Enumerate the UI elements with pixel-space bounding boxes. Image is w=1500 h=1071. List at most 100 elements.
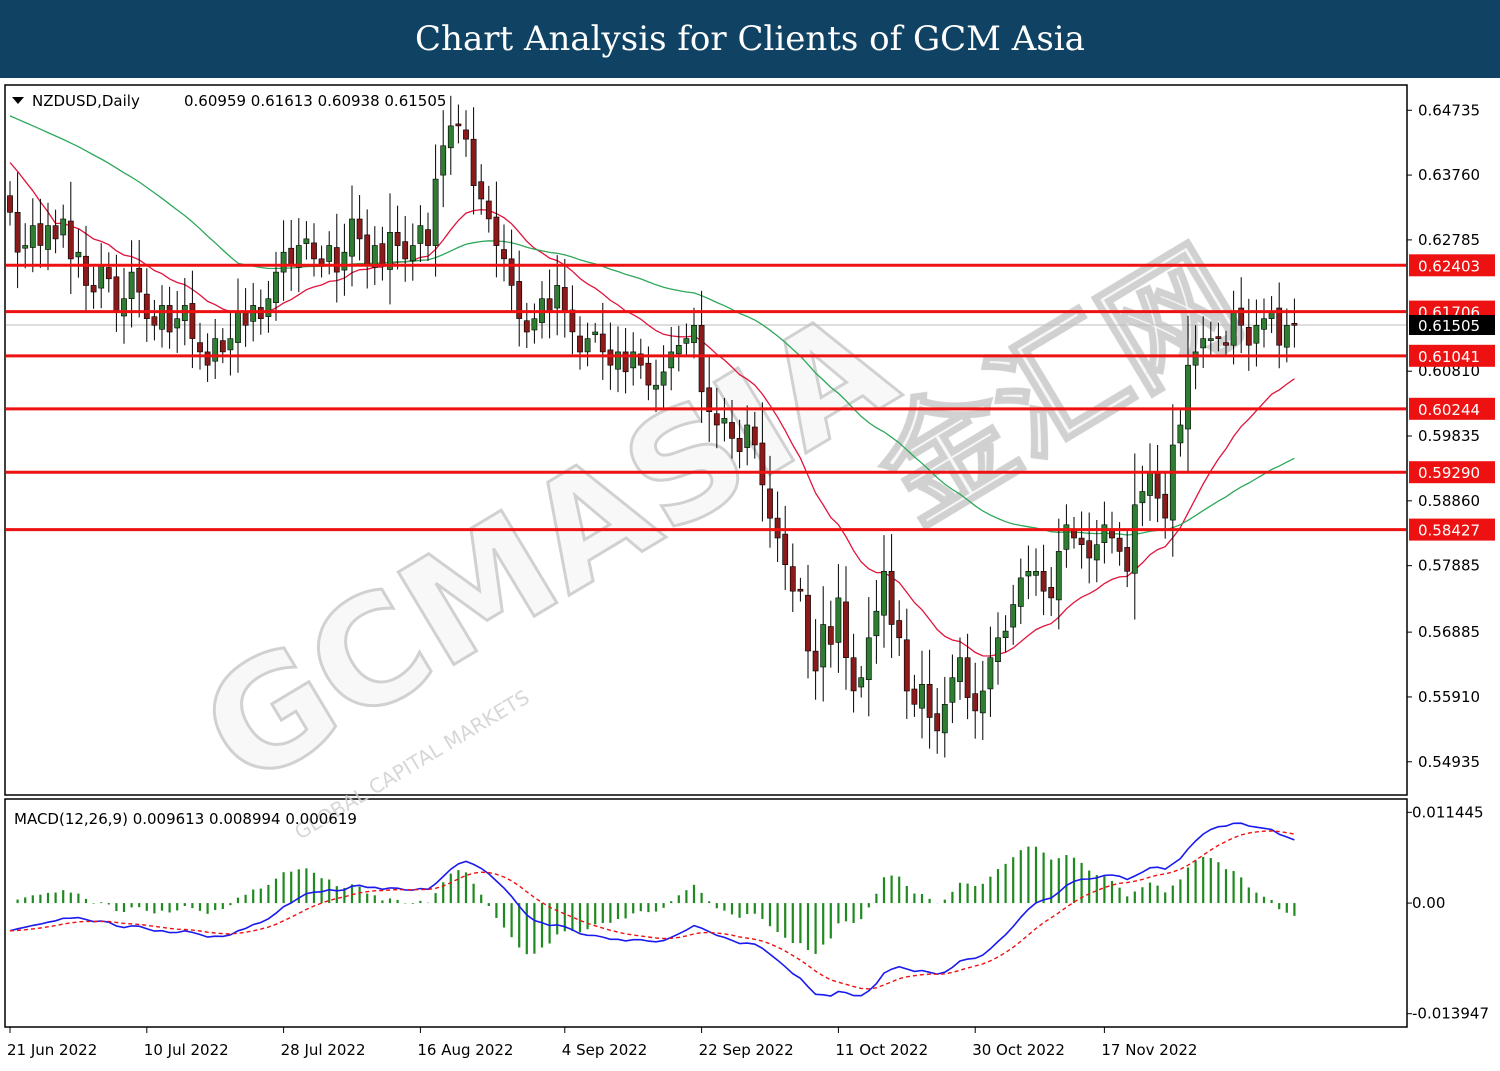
candle-body [1040,570,1047,592]
candle-body [98,265,105,289]
candle-body [197,342,203,353]
candle-body [577,335,583,353]
candle-body [235,311,241,343]
candle-body [995,637,1001,662]
candle-body [409,245,416,262]
candle-body [447,125,454,149]
candle-body [432,178,439,246]
macd-panel [4,798,1408,1028]
macd-plot [9,822,1296,997]
current-price-tag [1409,315,1495,335]
candle-body [1147,471,1153,496]
candle-body [1116,537,1123,552]
candle-body [721,418,728,424]
candle-body [820,624,827,668]
level-tag [1409,344,1495,367]
candle-body [295,245,302,268]
candle-body [1033,570,1039,576]
candle-body [1200,338,1207,349]
candle-body [1238,307,1245,326]
price-tick-label: 0.58860 [1418,492,1480,510]
candle-body [683,338,690,344]
candle-body [166,305,173,333]
candle-body [501,249,507,260]
candle-body [425,229,431,246]
price-plot [6,95,1406,758]
candle-body [1215,336,1222,339]
candle-body [485,200,492,220]
candle-body [584,338,591,353]
candle-body [7,195,13,213]
candle-body [972,693,979,712]
candle-body [523,320,530,333]
candle-body [569,309,576,333]
candle-body [1253,324,1260,344]
candle-body [273,271,279,304]
candle-body [531,318,538,331]
candle-body [1154,471,1161,499]
candle-body [653,384,659,390]
candle-body [493,216,500,246]
candle-body [987,657,994,690]
level-tag-label: 0.61041 [1418,348,1480,366]
candle-body [713,413,720,426]
candle-body [630,351,637,369]
candle-body [143,293,150,320]
candle-body [1162,493,1169,519]
price-tick-label: 0.55910 [1418,688,1480,706]
candle-body [873,610,880,637]
macd-tick-label: -0.013947 [1412,1005,1489,1023]
candle-body [174,318,181,329]
date-tick-label: 30 Oct 2022 [972,1041,1065,1059]
title-banner: Chart Analysis for Clients of GCM Asia [0,0,1500,78]
candle-body [706,387,713,412]
candle-body [516,281,523,319]
candle-body [1078,537,1085,545]
candle-body [554,285,561,309]
level-tag-label: 0.60244 [1418,401,1480,419]
axes: 0.647350.637600.627850.608100.598350.588… [6,101,1495,1059]
date-tick-label: 10 Jul 2022 [144,1041,229,1059]
candle-body [1261,318,1267,330]
candle-body [1093,544,1100,561]
candle-body [1048,586,1055,599]
candle-body [1010,604,1017,628]
candle-body [364,234,371,266]
date-tick-label: 11 Oct 2022 [835,1041,928,1059]
candle-body [637,353,644,366]
candle-body [83,255,89,286]
candle-body [326,245,333,262]
candle-body [1002,630,1009,638]
macd-tick-label: 0.00 [1412,894,1445,912]
candle-body [599,333,606,353]
candle-body [615,351,621,370]
candle-body [1223,342,1229,346]
price-tick-label: 0.63760 [1418,166,1480,184]
candle-body [280,251,287,273]
candle-body [805,594,811,652]
ohlc-label: 0.60959 0.61613 0.60938 0.61505 [184,92,446,110]
candle-body [919,683,925,709]
candle-body [729,422,735,439]
candle-body [227,338,234,351]
candle-body [850,657,857,692]
candle-body [896,620,903,639]
candle-body [607,349,614,366]
candle-body [1055,551,1062,601]
candle-body [1101,524,1108,543]
candle-body [151,316,158,326]
date-tick-label: 21 Jun 2022 [7,1041,97,1059]
candle-body [1131,504,1138,574]
candle-body [75,251,82,258]
candle-body [14,212,21,253]
dropdown-triangle-icon[interactable] [12,97,24,104]
candle-body [113,276,120,313]
macd-line [9,822,1295,997]
candle-body [561,287,568,313]
candle-body [22,245,29,249]
macd-tick-label: 0.011445 [1412,803,1484,821]
candle-body [1063,524,1070,550]
candle-body [52,225,59,240]
slow-ma-line [9,115,1295,536]
